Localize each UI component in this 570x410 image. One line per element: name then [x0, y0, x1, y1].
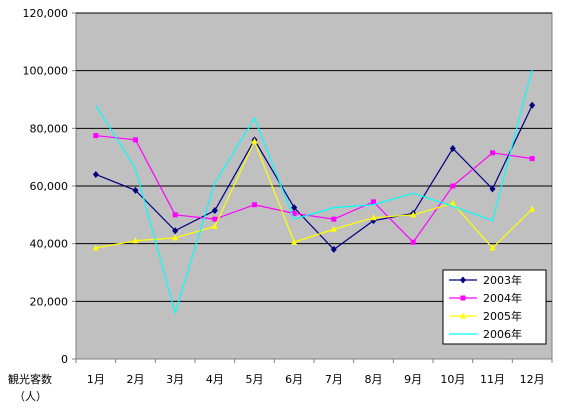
- data-point: [529, 205, 536, 212]
- x-tick-label: 11月: [480, 373, 505, 386]
- data-point: [132, 237, 139, 244]
- x-tick-label: 8月: [365, 373, 383, 386]
- x-tick-label: 12月: [520, 373, 545, 386]
- legend-entry: 2006年: [449, 327, 522, 341]
- data-point: [449, 145, 456, 153]
- data-point: [331, 216, 337, 222]
- y-tick-label: 120,000: [23, 7, 69, 20]
- y-tick-label: 40,000: [30, 238, 69, 251]
- y-axis-ticks: 0 20,000 40,000 60,000 80,000 100,000 120,000: [23, 7, 76, 366]
- series-line: [95, 134, 533, 244]
- series-2004年: [93, 133, 535, 245]
- legend-label: 2006年: [483, 327, 522, 341]
- data-point: [330, 225, 337, 232]
- x-axis-ticks: 1月 2月 3月 4月 5月 6月 7月 8月 9月 10月 11月 12月: [75, 359, 553, 386]
- data-point: [291, 204, 298, 212]
- legend: 2003年 2004年 2005年 2006年: [442, 269, 547, 345]
- x-tick-label: 4月: [206, 373, 224, 386]
- y-tick-label: 60,000: [30, 180, 69, 193]
- data-point: [460, 276, 466, 284]
- series-2006年: [95, 69, 533, 316]
- data-point: [291, 210, 297, 216]
- x-tick-label: 6月: [285, 373, 303, 386]
- legend-entry: 2005年: [449, 309, 522, 323]
- data-point: [211, 222, 218, 229]
- x-tick-label: 1月: [87, 373, 105, 386]
- legend-box: [442, 269, 547, 345]
- x-tick-label: 9月: [404, 373, 422, 386]
- series-2005年: [92, 137, 536, 251]
- data-point: [172, 212, 178, 218]
- data-point: [460, 295, 466, 301]
- y-axis-label-line-1: 観光客数: [8, 372, 52, 386]
- data-point: [132, 186, 139, 194]
- data-point: [172, 234, 179, 241]
- x-tick-label: 5月: [246, 373, 264, 386]
- data-point: [489, 185, 496, 193]
- data-point: [212, 216, 218, 222]
- legend-label: 2004年: [483, 291, 522, 305]
- x-tick-label: 3月: [166, 373, 184, 386]
- data-point: [92, 170, 99, 178]
- data-point: [92, 244, 99, 251]
- y-tick-label: 100,000: [23, 65, 69, 78]
- legend-label: 2005年: [483, 309, 522, 323]
- data-point: [489, 244, 496, 251]
- data-point: [529, 101, 536, 109]
- data-point: [449, 199, 456, 206]
- data-point: [93, 133, 99, 139]
- data-point: [172, 227, 179, 235]
- data-point: [370, 214, 377, 221]
- data-point: [211, 207, 218, 215]
- y-tick-label: 0: [61, 353, 68, 366]
- x-tick-label: 10月: [440, 373, 465, 386]
- data-point: [460, 312, 466, 319]
- y-axis-label-line-2: （人）: [14, 390, 47, 403]
- y-tick-label: 20,000: [30, 295, 69, 308]
- data-point: [371, 199, 376, 205]
- x-tick-label: 7月: [325, 373, 343, 386]
- data-point: [529, 156, 535, 162]
- data-point: [410, 239, 416, 245]
- data-point: [291, 238, 298, 245]
- data-point: [133, 137, 138, 143]
- data-point: [450, 183, 456, 189]
- series-line: [95, 69, 533, 316]
- series-line: [95, 105, 533, 251]
- legend-entry: 2004年: [449, 291, 522, 305]
- data-point: [490, 150, 495, 156]
- series-line: [95, 139, 533, 249]
- legend-label: 2003年: [483, 273, 522, 287]
- x-tick-label: 2月: [127, 373, 145, 386]
- data-point: [252, 202, 257, 208]
- data-point: [330, 245, 337, 253]
- data-point: [410, 211, 417, 218]
- series-group: [92, 69, 536, 316]
- y-tick-label: 80,000: [30, 122, 69, 135]
- legend-entry: 2003年: [449, 273, 522, 287]
- data-point: [251, 137, 258, 144]
